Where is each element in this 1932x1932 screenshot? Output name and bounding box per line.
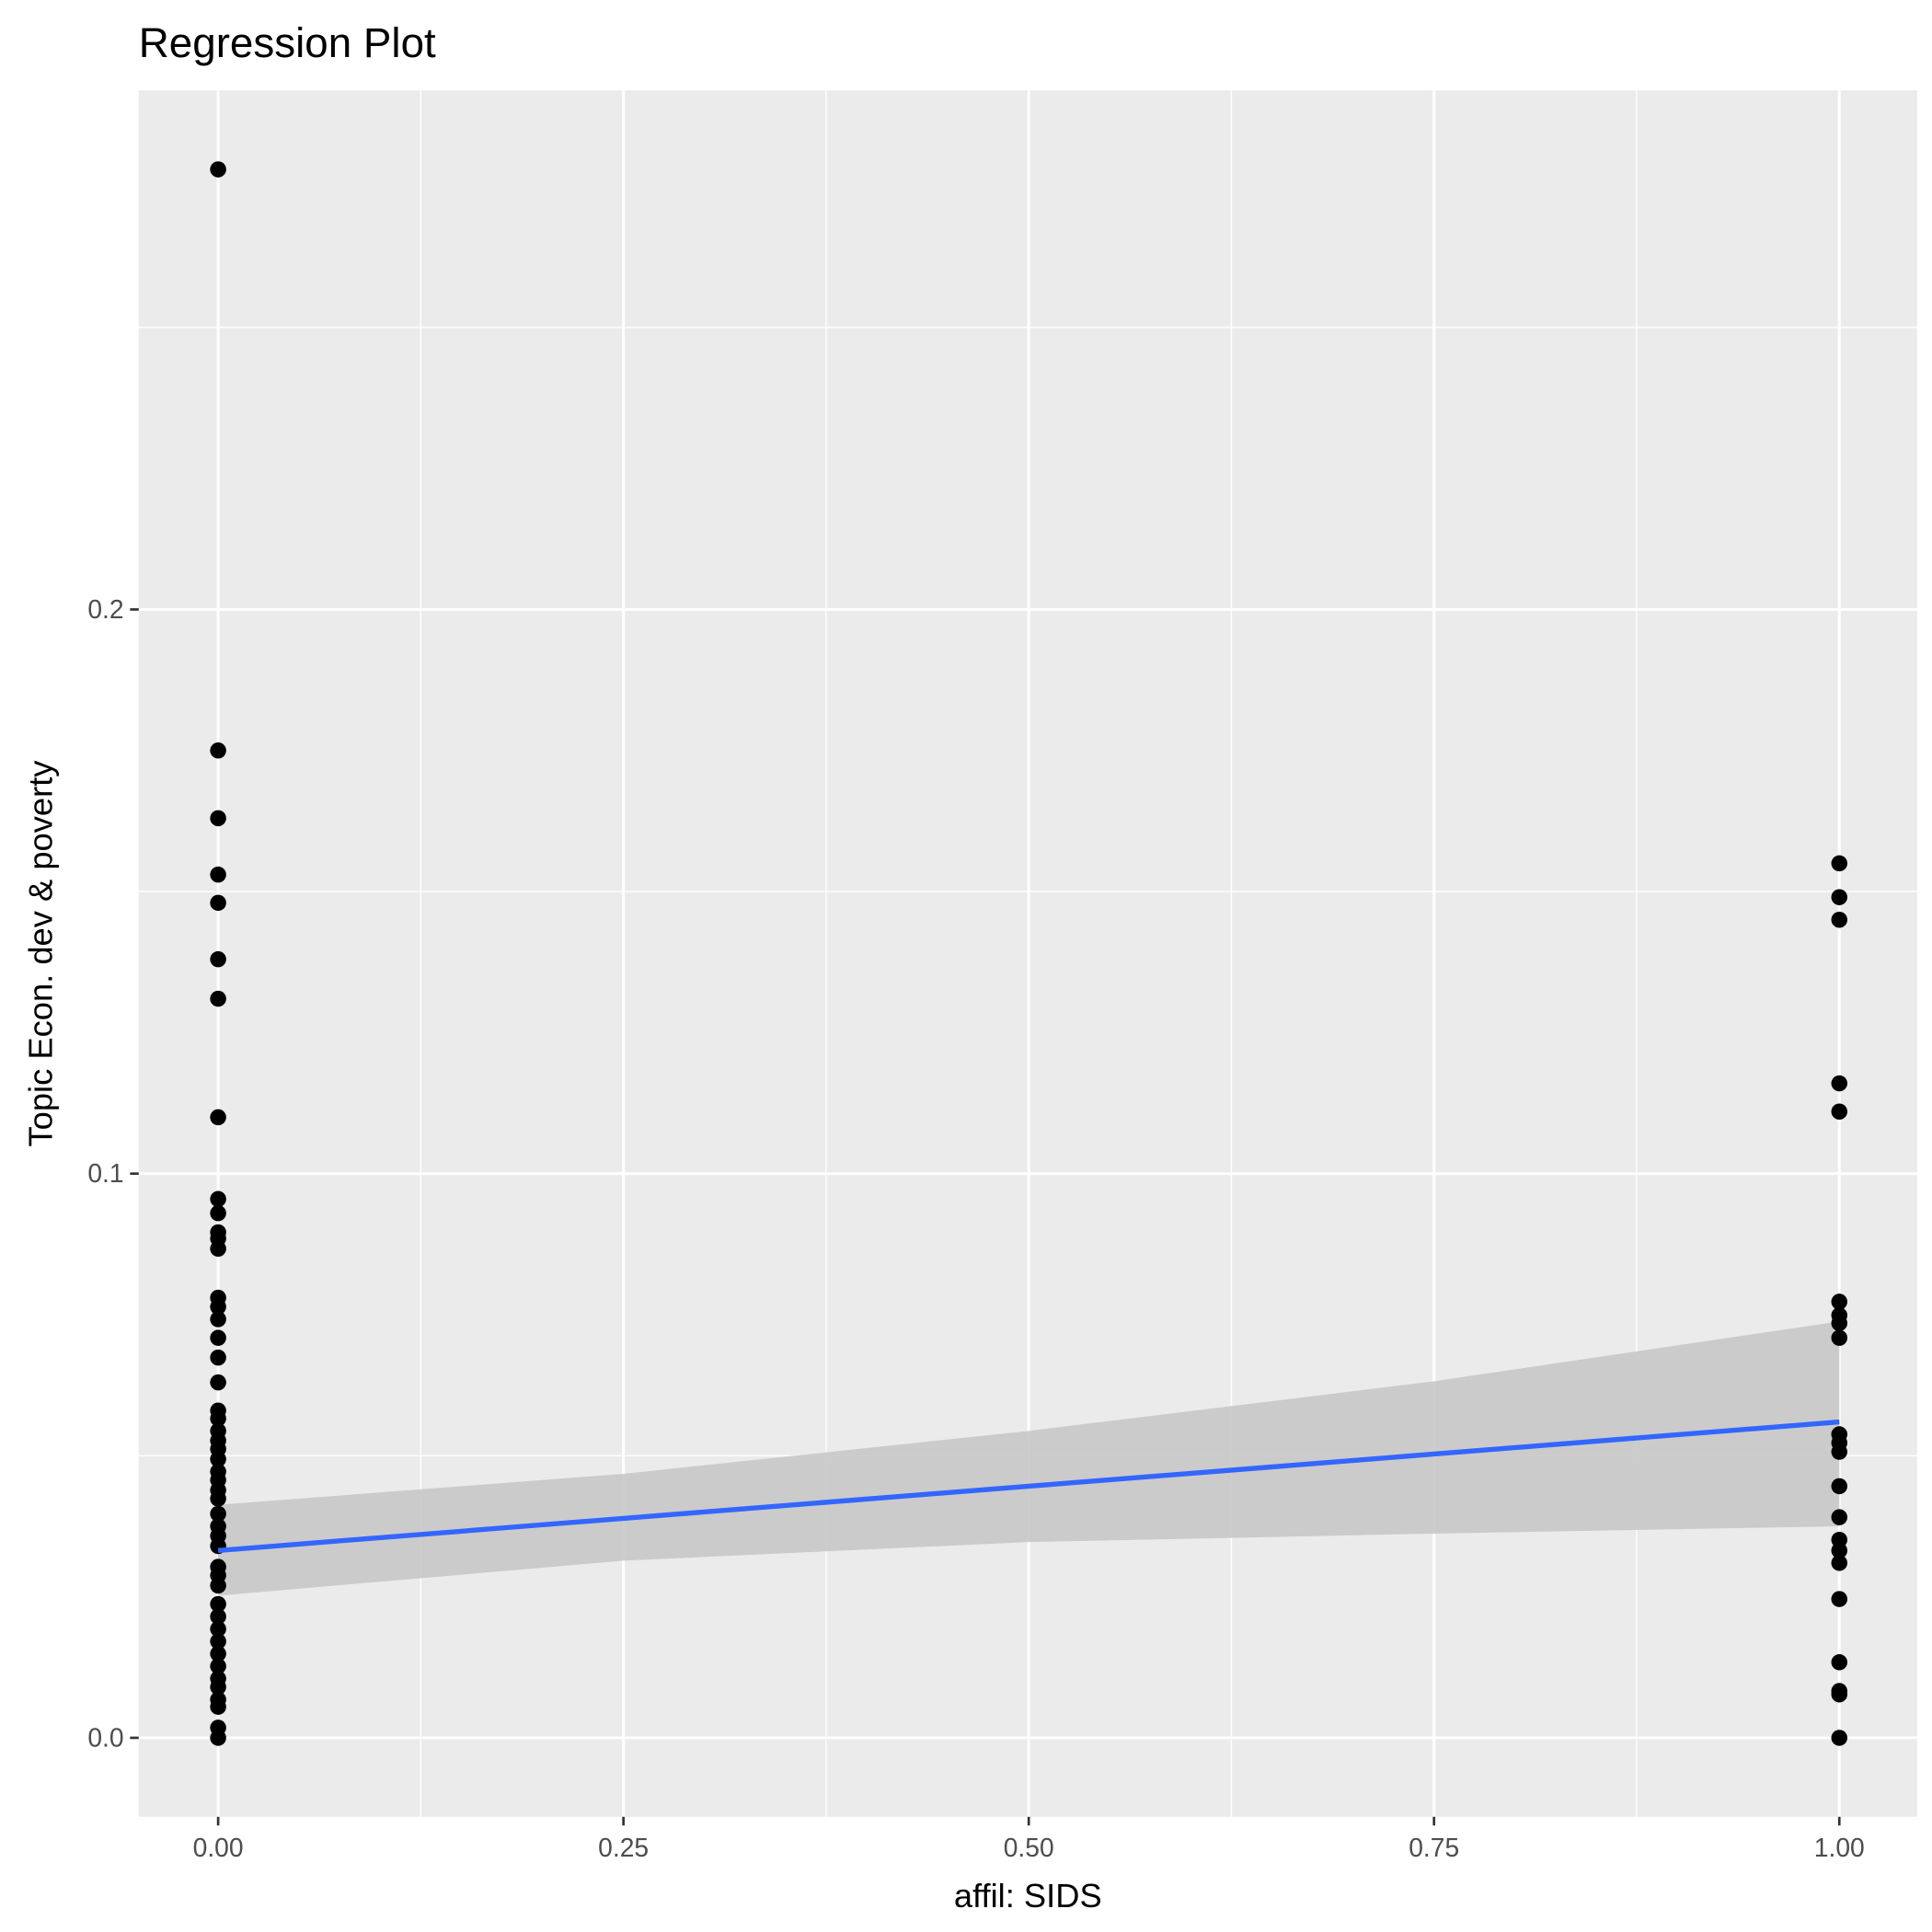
point	[210, 810, 226, 827]
y-axis-label: Topic Econ. dev & poverty	[22, 760, 60, 1147]
confidence-band	[218, 1321, 1840, 1596]
point	[210, 894, 226, 912]
point	[210, 1240, 226, 1258]
y-tick-label: 0.1	[87, 1158, 123, 1188]
point	[210, 1577, 226, 1594]
point	[210, 1633, 226, 1650]
point	[1831, 1329, 1848, 1346]
point	[1831, 1555, 1848, 1571]
point	[1831, 1294, 1848, 1310]
point	[210, 742, 226, 759]
point	[210, 1298, 226, 1316]
point	[1831, 1654, 1848, 1671]
x-tick-label: 0.25	[598, 1833, 649, 1862]
point	[1831, 1478, 1848, 1495]
point	[210, 866, 226, 883]
point	[1831, 1075, 1848, 1092]
x-tick-label: 0.50	[1004, 1833, 1054, 1862]
x-tick-label: 1.00	[1814, 1833, 1865, 1862]
point	[210, 1374, 226, 1391]
fit-line	[217, 1419, 1840, 1554]
point	[1831, 1542, 1848, 1559]
point	[210, 1204, 226, 1222]
point	[1831, 1730, 1848, 1746]
point	[1831, 911, 1848, 928]
y-tick-label: 0.2	[87, 594, 123, 624]
point	[210, 1730, 226, 1746]
x-tick-label: 0.75	[1409, 1833, 1459, 1862]
point	[210, 161, 226, 178]
point	[1831, 889, 1848, 905]
point	[210, 1645, 226, 1662]
point	[210, 990, 226, 1007]
point	[210, 1608, 226, 1625]
point	[210, 1451, 226, 1467]
x-tick-label: 0.00	[193, 1833, 244, 1862]
x-axis-label: affil: SIDS	[954, 1877, 1102, 1915]
point	[210, 1311, 226, 1328]
point	[210, 950, 226, 968]
point	[1831, 1509, 1848, 1525]
point	[210, 1329, 226, 1346]
point	[1831, 1685, 1848, 1703]
point	[210, 1190, 226, 1208]
point	[210, 1620, 226, 1638]
point	[210, 1679, 226, 1696]
point	[210, 1505, 226, 1523]
point	[210, 1490, 226, 1507]
chart-title: Regression Plot	[139, 19, 436, 66]
point	[210, 1410, 226, 1427]
point	[210, 1349, 226, 1366]
point	[1831, 1591, 1848, 1607]
point	[210, 1109, 226, 1126]
point	[210, 1698, 226, 1715]
y-tick-label: 0.0	[87, 1722, 123, 1752]
point	[1831, 855, 1848, 872]
point	[210, 1658, 226, 1674]
point	[1831, 1443, 1848, 1460]
point	[1831, 1315, 1848, 1331]
point	[1831, 1103, 1848, 1120]
point	[210, 1595, 226, 1613]
